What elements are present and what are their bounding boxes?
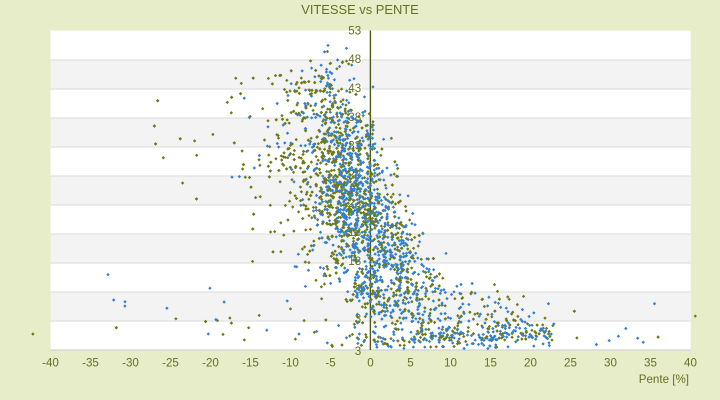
svg-text:3: 3 — [355, 345, 361, 358]
svg-text:35: 35 — [644, 357, 657, 370]
svg-text:15: 15 — [484, 357, 497, 370]
svg-text:5: 5 — [407, 357, 413, 370]
svg-text:53: 53 — [348, 24, 361, 37]
svg-text:48: 48 — [348, 53, 361, 66]
svg-text:10: 10 — [444, 357, 457, 370]
svg-text:Pente [%]: Pente [%] — [639, 373, 689, 386]
svg-text:48: 48 — [348, 53, 361, 66]
svg-text:20: 20 — [524, 357, 537, 370]
svg-text:43: 43 — [348, 82, 361, 95]
svg-text:-15: -15 — [242, 357, 259, 370]
svg-text:25: 25 — [564, 357, 577, 370]
svg-text:3: 3 — [355, 312, 361, 325]
svg-text:3: 3 — [355, 312, 361, 325]
svg-text:-10: -10 — [282, 357, 299, 370]
svg-text:-30: -30 — [122, 357, 139, 370]
svg-text:40: 40 — [684, 357, 697, 370]
svg-text:VITESSE vs PENTE: VITESSE vs PENTE — [301, 2, 419, 17]
svg-text:-25: -25 — [162, 357, 179, 370]
svg-text:-40: -40 — [42, 357, 59, 370]
svg-text:-20: -20 — [202, 357, 219, 370]
svg-text:0: 0 — [367, 357, 373, 370]
svg-text:53: 53 — [348, 24, 361, 37]
svg-text:-35: -35 — [82, 357, 99, 370]
svg-text:30: 30 — [604, 357, 617, 370]
svg-text:-5: -5 — [325, 357, 335, 370]
